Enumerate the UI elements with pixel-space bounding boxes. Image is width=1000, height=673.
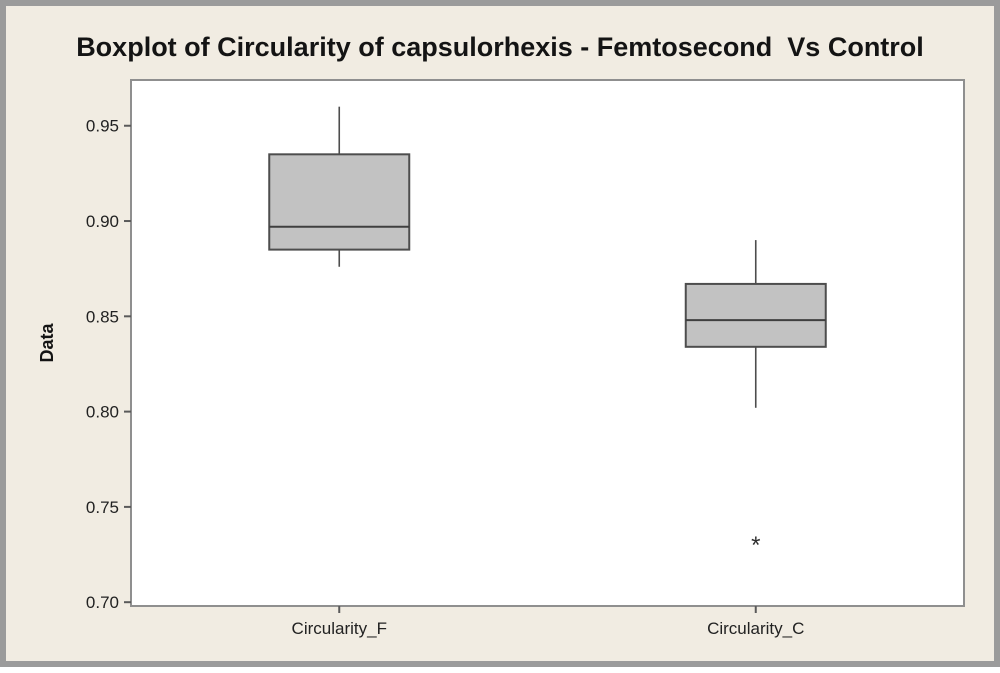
plot-area — [130, 79, 965, 607]
boxplot-chart: 0.70 0.75 0.80 0.85 0.90 0.95 Circularity_F Cir… — [86, 79, 965, 638]
box-circularity_c — [684, 282, 827, 348]
box-circularity_f — [268, 153, 411, 251]
y-tick-label: 0.90 — [86, 212, 119, 231]
chart-title: Boxplot of Circularity of capsulorhexis … — [76, 32, 924, 62]
x-category-label-circularity_f: Circularity_F — [292, 619, 387, 638]
y-tick-label: 0.75 — [86, 498, 119, 517]
y-tick-label: 0.80 — [86, 403, 119, 422]
y-tick-label: 0.85 — [86, 307, 119, 326]
outlier-marker-circularity_c: * — [751, 532, 760, 559]
x-category-label-circularity_c: Circularity_C — [707, 619, 804, 638]
y-tick-label: 0.70 — [86, 593, 119, 612]
y-tick-label: 0.95 — [86, 117, 119, 136]
